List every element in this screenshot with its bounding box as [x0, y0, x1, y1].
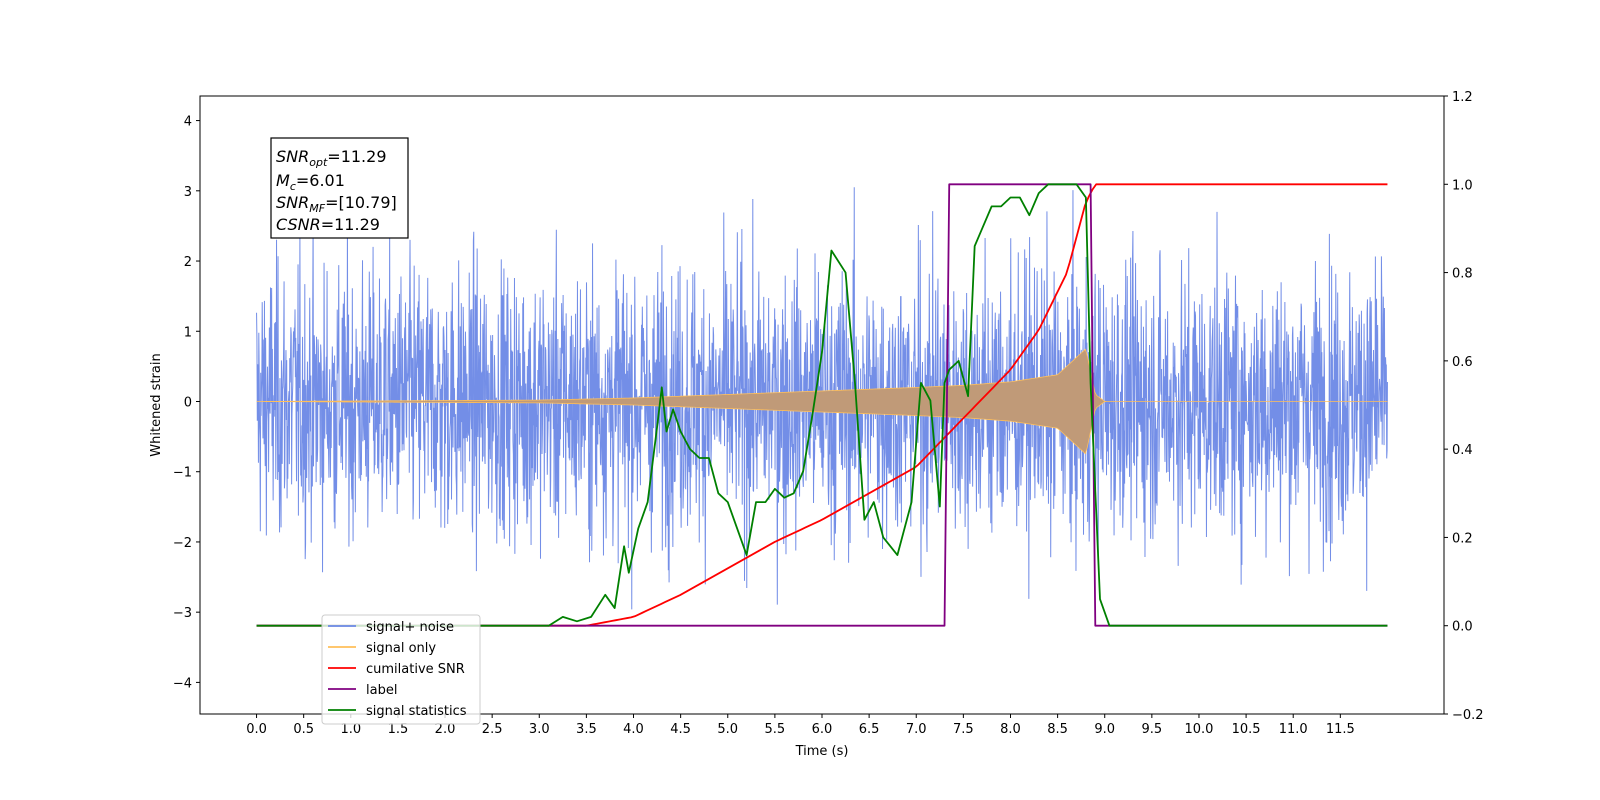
- stats-annotation: SNRopt=11.29 Mc=6.01 SNRMF=[10.79] CSNR=…: [270, 137, 409, 239]
- x-tick-label: 0.5: [293, 722, 314, 737]
- x-tick-label: 3.0: [529, 722, 550, 737]
- y-left-tick-label: 1: [184, 325, 192, 340]
- y-left-tick-label: 0: [184, 395, 192, 410]
- legend-label: signal statistics: [366, 704, 467, 719]
- y-right-tick-label: 0.4: [1452, 443, 1473, 458]
- x-tick-label: 2.0: [435, 722, 456, 737]
- x-axis-title: Time (s): [795, 744, 849, 759]
- y-left-tick-label: 2: [184, 255, 192, 270]
- annotation-csnr: CSNR=11.29: [276, 215, 380, 234]
- x-tick-label: 11.0: [1279, 722, 1308, 737]
- y-left-tick-label: −4: [173, 676, 192, 691]
- annotation-snr-mf: SNRMF=[10.79]: [276, 193, 397, 215]
- x-tick-label: 1.0: [340, 722, 361, 737]
- series-signal-only-band: [256, 348, 1388, 455]
- y-axis-title: Whitened strain: [149, 353, 164, 456]
- y-left-tick-label: 3: [184, 185, 192, 200]
- x-tick-label: 6.5: [859, 722, 880, 737]
- x-axis: 0.0 0.5 1.0 1.5 2.0 2.5 3.0 3.5 4.0 4.5 5.0 5.5 6.0 6…: [246, 714, 1355, 737]
- y-right-tick-label: 0.6: [1452, 355, 1473, 370]
- y-right-tick-label: 0.2: [1452, 531, 1473, 546]
- y-axis-right: −0.2 0.0 0.2 0.4 0.6 0.8 1.0 1.2: [1444, 90, 1484, 723]
- legend-label: label: [366, 683, 397, 698]
- x-tick-label: 11.5: [1326, 722, 1355, 737]
- x-tick-label: 2.5: [482, 722, 503, 737]
- x-tick-label: 0.0: [246, 722, 267, 737]
- x-tick-label: 8.0: [1000, 722, 1021, 737]
- x-tick-label: 1.5: [388, 722, 409, 737]
- x-tick-label: 10.0: [1184, 722, 1213, 737]
- y-left-tick-label: −2: [173, 536, 192, 551]
- annotation-mc: Mc=6.01: [276, 171, 345, 193]
- x-tick-label: 8.5: [1047, 722, 1068, 737]
- x-tick-label: 4.0: [623, 722, 644, 737]
- y-axis-left: −4 −3 −2 −1 0 1 2 3 4: [173, 115, 200, 691]
- x-tick-label: 5.0: [717, 722, 738, 737]
- x-tick-label: 6.0: [812, 722, 833, 737]
- y-left-tick-label: −1: [173, 466, 192, 481]
- legend-label: cumilative SNR: [366, 662, 465, 677]
- legend-frame: [321, 614, 481, 725]
- annotation-snr-opt: SNRopt=11.29: [276, 147, 387, 169]
- x-tick-label: 7.5: [953, 722, 974, 737]
- legend: signal+ noise signal only cumilative SNR la…: [321, 614, 481, 725]
- y-right-tick-label: 1.0: [1452, 178, 1473, 193]
- annotation-box: [270, 137, 409, 239]
- x-tick-label: 5.5: [765, 722, 786, 737]
- y-left-tick-label: 4: [184, 115, 192, 130]
- plot-area: [256, 183, 1388, 627]
- y-right-tick-label: −0.2: [1452, 708, 1484, 723]
- series-signal-statistics-line: [256, 183, 1388, 627]
- x-tick-label: 10.5: [1232, 722, 1261, 737]
- y-right-tick-label: 0.8: [1452, 267, 1473, 282]
- x-tick-label: 9.0: [1094, 722, 1115, 737]
- y-right-tick-label: 0.0: [1452, 620, 1473, 635]
- y-right-tick-label: 1.2: [1452, 90, 1473, 105]
- x-tick-label: 9.5: [1142, 722, 1163, 737]
- x-tick-label: 4.5: [670, 722, 691, 737]
- legend-label: signal only: [366, 641, 436, 656]
- x-tick-label: 7.0: [906, 722, 927, 737]
- legend-label: signal+ noise: [366, 620, 454, 635]
- y-left-tick-label: −3: [173, 606, 192, 621]
- x-tick-label: 3.5: [576, 722, 597, 737]
